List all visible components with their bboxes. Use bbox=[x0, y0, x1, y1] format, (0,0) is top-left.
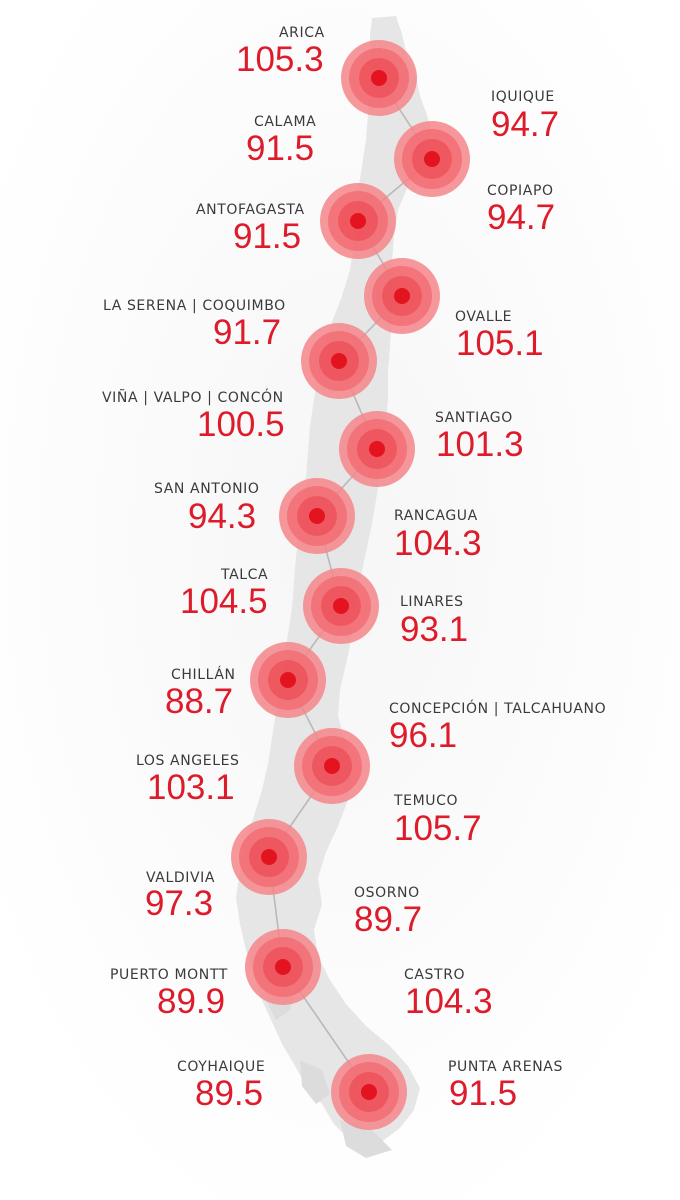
concentric-circle-marker-icon bbox=[320, 183, 396, 259]
location-value: 94.7 bbox=[487, 198, 556, 237]
marker-ring bbox=[371, 70, 387, 86]
location-name: TEMUCO bbox=[394, 793, 459, 809]
location-name: COYHAIQUE bbox=[177, 1059, 266, 1075]
location-name: PUERTO MONTT bbox=[110, 967, 228, 983]
location-name: ANTOFAGASTA bbox=[196, 202, 305, 218]
marker-ring bbox=[280, 672, 296, 688]
concentric-circle-marker-icon bbox=[303, 568, 379, 644]
location-name: IQUIQUE bbox=[491, 89, 555, 105]
location-value: 105.7 bbox=[394, 809, 482, 848]
location-name: SAN ANTONIO bbox=[154, 481, 260, 497]
location-value: 104.5 bbox=[180, 582, 268, 621]
location-name: OSORNO bbox=[354, 885, 420, 901]
location-value: 89.9 bbox=[157, 982, 226, 1021]
marker-ring bbox=[333, 598, 349, 614]
location-value: 88.7 bbox=[165, 682, 234, 721]
marker-ring bbox=[331, 353, 347, 369]
concentric-circle-marker-icon bbox=[394, 121, 470, 197]
marker-ring bbox=[369, 441, 385, 457]
location-name: COPIAPO bbox=[487, 183, 554, 199]
concentric-circle-marker-icon bbox=[339, 411, 415, 487]
location-name: OVALLE bbox=[455, 309, 513, 325]
marker-ring bbox=[275, 959, 291, 975]
location-name: LOS ANGELES bbox=[136, 753, 240, 769]
concentric-circle-marker-icon bbox=[294, 728, 370, 804]
location-name: SANTIAGO bbox=[435, 410, 513, 426]
location-name: CONCEPCIÓN | TALCAHUANO bbox=[389, 701, 607, 717]
location-value: 97.3 bbox=[145, 884, 214, 923]
concentric-circle-marker-icon bbox=[245, 929, 321, 1005]
location-value: 94.3 bbox=[188, 497, 257, 536]
location-name: CASTRO bbox=[404, 967, 466, 983]
markers bbox=[231, 40, 470, 1130]
location-name: CALAMA bbox=[254, 114, 317, 130]
concentric-circle-marker-icon bbox=[231, 819, 307, 895]
location-value: 104.3 bbox=[394, 524, 482, 563]
location-value: 101.3 bbox=[436, 425, 524, 464]
location-value: 93.1 bbox=[400, 610, 469, 649]
concentric-circle-marker-icon bbox=[250, 642, 326, 718]
location-name: VIÑA | VALPO | CONCÓN bbox=[102, 390, 284, 406]
marker-ring bbox=[261, 849, 277, 865]
location-name: VALDIVIA bbox=[146, 870, 216, 886]
marker-ring bbox=[361, 1084, 377, 1100]
location-value: 91.5 bbox=[233, 217, 302, 256]
concentric-circle-marker-icon bbox=[301, 323, 377, 399]
concentric-circle-marker-icon bbox=[279, 478, 355, 554]
location-value: 91.5 bbox=[449, 1074, 518, 1113]
marker-ring bbox=[309, 508, 325, 524]
location-name: ARICA bbox=[279, 25, 325, 41]
location-name: LA SERENA | COQUIMBO bbox=[103, 298, 286, 314]
location-value: 103.1 bbox=[147, 768, 235, 807]
location-name: PUNTA ARENAS bbox=[448, 1059, 563, 1075]
location-name: LINARES bbox=[400, 594, 464, 610]
location-name: TALCA bbox=[221, 567, 269, 583]
location-value: 104.3 bbox=[405, 982, 493, 1021]
marker-ring bbox=[350, 213, 366, 229]
concentric-circle-marker-icon bbox=[364, 258, 440, 334]
location-value: 89.5 bbox=[195, 1074, 264, 1113]
location-value: 91.7 bbox=[213, 313, 282, 352]
location-value: 89.7 bbox=[354, 900, 423, 939]
location-value: 100.5 bbox=[197, 405, 285, 444]
marker-ring bbox=[394, 288, 410, 304]
marker-ring bbox=[424, 151, 440, 167]
location-value: 105.1 bbox=[456, 324, 544, 363]
concentric-circle-marker-icon bbox=[331, 1054, 407, 1130]
location-value: 105.3 bbox=[236, 40, 324, 79]
location-name: RANCAGUA bbox=[394, 508, 478, 524]
location-name: CHILLÁN bbox=[171, 667, 236, 683]
concentric-circle-marker-icon bbox=[341, 40, 417, 116]
location-value: 91.5 bbox=[246, 129, 315, 168]
marker-ring bbox=[324, 758, 340, 774]
location-value: 96.1 bbox=[389, 716, 458, 755]
location-value: 94.7 bbox=[491, 105, 560, 144]
